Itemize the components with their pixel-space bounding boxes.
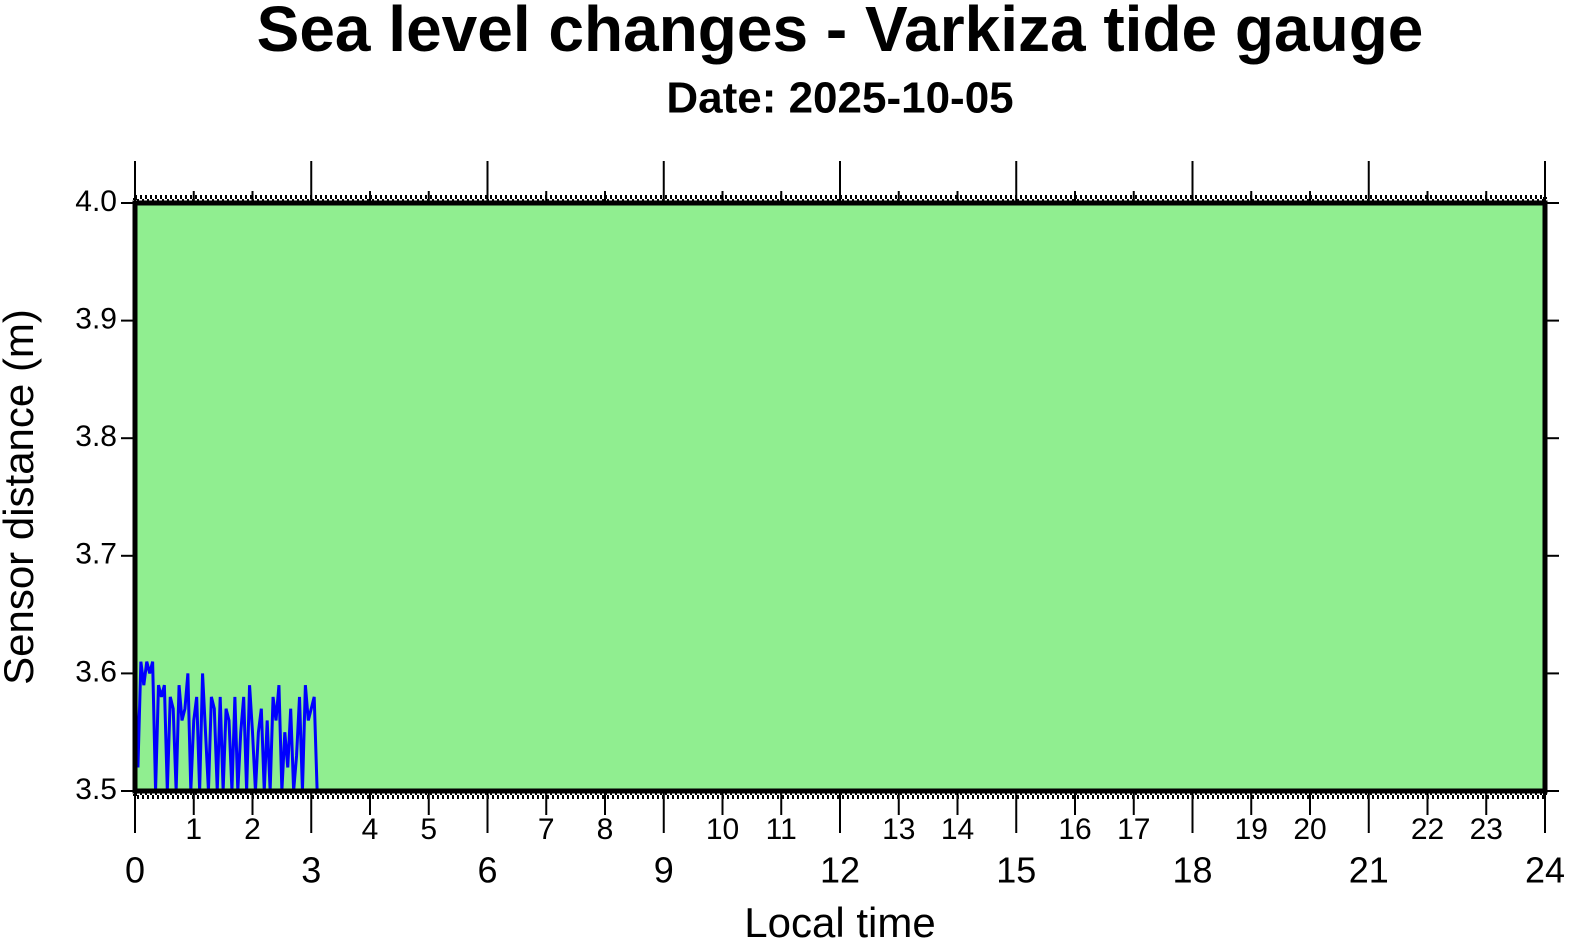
x-tick-label: 13 [882, 813, 915, 846]
x-tick-label: 12 [820, 850, 860, 891]
x-tick-label: 5 [420, 813, 437, 846]
x-tick-label: 1 [185, 813, 202, 846]
x-tick-label: 20 [1293, 813, 1326, 846]
y-tick-label: 3.9 [75, 303, 117, 336]
x-tick-label: 14 [941, 813, 974, 846]
y-axis-label: Sensor distance (m) [0, 309, 42, 685]
x-tick-label: 23 [1470, 813, 1503, 846]
x-tick-label: 3 [301, 850, 321, 891]
x-tick-label: 4 [362, 813, 379, 846]
x-tick-label: 9 [654, 850, 674, 891]
x-tick-label: 22 [1411, 813, 1444, 846]
y-tick-label: 3.7 [75, 538, 117, 571]
x-tick-label: 17 [1117, 813, 1150, 846]
frame-ticks-bottom [133, 791, 1547, 799]
x-tick-label: 19 [1235, 813, 1268, 846]
x-tick-label: 8 [597, 813, 614, 846]
frame-ticks-top [133, 195, 1547, 203]
y-tick-label: 3.8 [75, 420, 117, 453]
plot-background [135, 203, 1545, 791]
chart-title: Sea level changes - Varkiza tide gauge [257, 0, 1424, 65]
y-tick-label: 4.0 [75, 185, 117, 218]
x-tick-label: 7 [538, 813, 555, 846]
x-tick-label: 21 [1349, 850, 1389, 891]
chart-subtitle: Date: 2025-10-05 [666, 74, 1013, 123]
x-tick-label: 10 [706, 813, 739, 846]
x-tick-label: 18 [1172, 850, 1212, 891]
y-tick-label: 3.5 [75, 773, 117, 806]
x-tick-label: 11 [766, 813, 797, 846]
x-tick-label: 15 [996, 850, 1036, 891]
y-tick-label: 3.6 [75, 655, 117, 688]
x-tick-label: 16 [1058, 813, 1091, 846]
x-tick-label: 0 [125, 850, 145, 891]
x-axis-label: Local time [744, 899, 935, 946]
data-line [133, 661, 319, 792]
x-tick-label: 6 [477, 850, 497, 891]
x-tick-label: 24 [1525, 850, 1565, 891]
x-tick-label: 2 [244, 813, 261, 846]
